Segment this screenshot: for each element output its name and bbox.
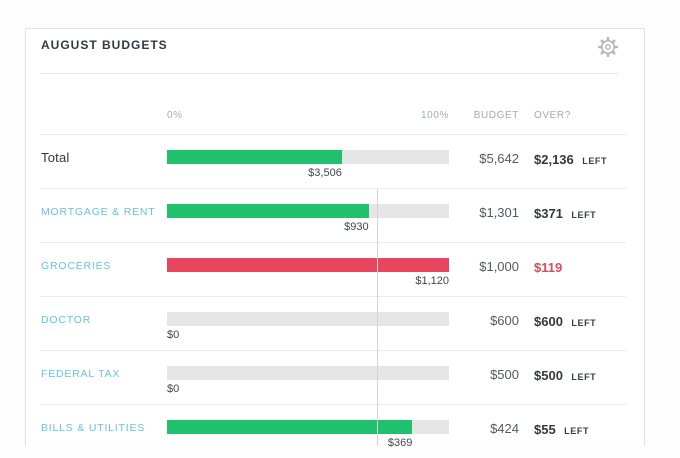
column-headers: 0% 100% BUDGET OVER? <box>40 110 626 124</box>
header-divider <box>40 73 618 74</box>
scale-end-label: 100% <box>421 110 449 121</box>
bar-track <box>167 150 449 164</box>
budget-amount: $424 <box>490 421 519 436</box>
bar-fill <box>167 150 342 164</box>
budget-row: BILLS & UTILITIES $369 $424 $55 LEFT <box>40 405 626 458</box>
left-suffix: LEFT <box>571 318 597 328</box>
over-cell: $2,136 LEFT <box>534 151 607 169</box>
spent-amount: $930 <box>344 221 369 233</box>
left-suffix: LEFT <box>571 372 597 382</box>
row-label[interactable]: FEDERAL TAX <box>41 368 121 380</box>
over-amount: $500 <box>534 368 563 383</box>
card-title: AUGUST BUDGETS <box>41 38 168 52</box>
budget-row: DOCTOR $0 $600 $600 LEFT <box>40 297 626 351</box>
bar-track <box>167 204 449 218</box>
month-progress-marker <box>377 189 378 446</box>
bar-track <box>167 312 449 326</box>
over-cell: $500 LEFT <box>534 367 596 385</box>
over-amount: $119 <box>534 260 563 275</box>
budget-row: MORTGAGE & RENT $930 $1,301 $371 LEFT <box>40 189 626 243</box>
settings-gear-icon[interactable] <box>596 35 620 59</box>
budget-row: GROCERIES $1,120 $1,000 $119 <box>40 243 626 297</box>
budget-amount: $1,301 <box>479 205 519 220</box>
budget-amount: $500 <box>490 367 519 382</box>
over-amount: $2,136 <box>534 152 574 167</box>
budget-rows: Total $3,506 $5,642 $2,136 LEFT MORTGAGE… <box>40 134 626 458</box>
budget-amount: $5,642 <box>479 151 519 166</box>
spent-amount: $1,120 <box>415 275 449 287</box>
row-label[interactable]: BILLS & UTILITIES <box>41 422 146 434</box>
left-suffix: LEFT <box>582 156 608 166</box>
left-suffix: LEFT <box>564 426 590 436</box>
row-label: Total <box>41 150 70 165</box>
over-cell: $55 LEFT <box>534 421 589 439</box>
bar-fill <box>167 258 449 272</box>
spent-amount: $0 <box>167 383 180 395</box>
bar-fill <box>167 204 369 218</box>
left-suffix: LEFT <box>571 210 597 220</box>
spent-amount: $369 <box>387 437 413 449</box>
budget-amount: $1,000 <box>479 259 519 274</box>
spent-amount: $0 <box>167 329 180 341</box>
bar-track <box>167 366 449 380</box>
over-cell: $600 LEFT <box>534 313 596 331</box>
row-label[interactable]: MORTGAGE & RENT <box>41 206 156 218</box>
scale-header: 0% 100% <box>167 110 449 121</box>
budget-row: Total $3,506 $5,642 $2,136 LEFT <box>40 135 626 189</box>
budgets-card: AUGUST BUDGETS 0% 100% BUDGET OVER? <box>25 28 645 449</box>
budget-column-header: BUDGET <box>473 110 519 121</box>
over-amount: $600 <box>534 314 563 329</box>
over-amount: $55 <box>534 422 556 437</box>
bar-track <box>167 258 449 272</box>
budget-amount: $600 <box>490 313 519 328</box>
over-column-header: OVER? <box>534 110 571 121</box>
over-amount: $371 <box>534 206 563 221</box>
over-cell: $371 LEFT <box>534 205 596 223</box>
row-label[interactable]: DOCTOR <box>41 314 92 326</box>
spent-amount: $3,506 <box>308 167 342 179</box>
bar-track <box>167 420 449 434</box>
over-cell: $119 <box>534 259 562 277</box>
row-label[interactable]: GROCERIES <box>41 260 112 272</box>
budget-row: FEDERAL TAX $0 $500 $500 LEFT <box>40 351 626 405</box>
scale-start-label: 0% <box>167 110 183 121</box>
bar-fill <box>167 420 413 434</box>
